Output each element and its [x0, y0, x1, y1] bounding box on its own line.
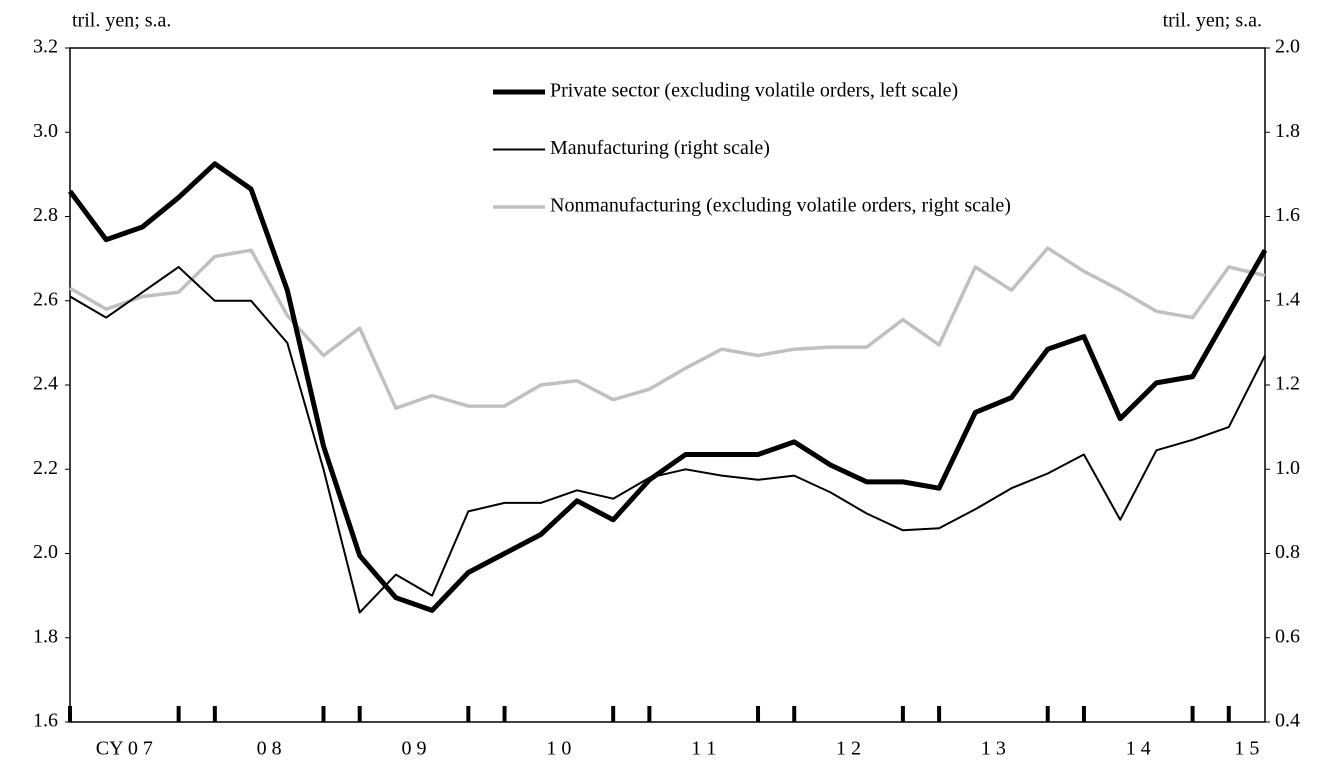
x-tick-label: 1 4 [1126, 738, 1151, 760]
y2-tick-label: 2.0 [1275, 36, 1300, 58]
y-tick-label: 1.8 [33, 625, 58, 647]
y2-tick-label: 1.2 [1275, 373, 1300, 395]
y-tick-label: 2.6 [33, 288, 58, 310]
y2-tick-label: 1.4 [1275, 288, 1300, 310]
x-tick-label: 0 8 [257, 738, 282, 760]
x-tick-label: 1 1 [691, 738, 716, 760]
x-tick-label: 1 3 [981, 738, 1006, 760]
legend-label: Manufacturing (right scale) [550, 137, 770, 159]
y-tick-label: 2.8 [33, 204, 58, 226]
x-tick-label: 1 2 [836, 738, 861, 760]
x-tick-label: CY 0 7 [96, 738, 153, 760]
y-axis-label: tril. yen; s.a. [72, 10, 171, 32]
series-line [69, 266, 1266, 614]
legend-label: Private sector (excluding volatile order… [550, 80, 958, 102]
y2-tick-label: 1.0 [1275, 457, 1300, 479]
x-tick-label: 1 5 [1234, 738, 1259, 760]
y-tick-label: 3.2 [33, 36, 58, 58]
y2-tick-label: 1.8 [1275, 120, 1300, 142]
x-tick-label: 0 9 [402, 738, 427, 760]
y-tick-label: 2.0 [33, 541, 58, 563]
y-tick-label: 2.4 [33, 373, 58, 395]
y2-tick-label: 0.4 [1275, 710, 1300, 732]
series-line [69, 246, 1266, 410]
legend-label: Nonmanufacturing (excluding volatile ord… [550, 195, 1011, 217]
y-tick-label: 1.6 [33, 710, 58, 732]
y2-tick-label: 0.6 [1275, 625, 1300, 647]
y2-axis-label: tril. yen; s.a. [1163, 10, 1262, 32]
y-tick-label: 2.2 [33, 457, 58, 479]
y2-tick-label: 1.6 [1275, 204, 1300, 226]
series-line [67, 161, 1268, 613]
y-tick-label: 3.0 [33, 120, 58, 142]
y2-tick-label: 0.8 [1275, 541, 1300, 563]
x-tick-label: 1 0 [546, 738, 571, 760]
